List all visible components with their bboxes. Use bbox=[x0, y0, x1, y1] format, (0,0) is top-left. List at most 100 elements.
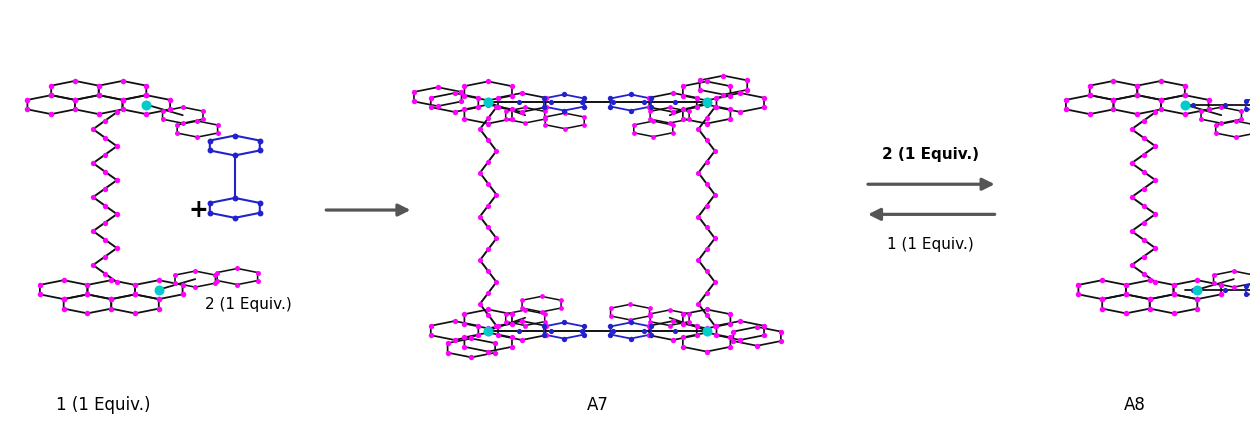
Point bbox=[1191, 108, 1211, 115]
Point bbox=[89, 92, 109, 99]
Point bbox=[478, 120, 498, 127]
Point bbox=[1231, 116, 1251, 123]
Point bbox=[188, 134, 208, 141]
Point bbox=[641, 310, 661, 317]
Point bbox=[697, 101, 717, 108]
Point bbox=[438, 340, 458, 347]
Point bbox=[1175, 82, 1195, 89]
Point bbox=[454, 334, 474, 341]
Point bbox=[639, 94, 659, 101]
Point bbox=[1116, 291, 1136, 298]
Point bbox=[1211, 103, 1231, 110]
Point bbox=[1146, 109, 1166, 116]
Point bbox=[125, 281, 145, 288]
Point bbox=[478, 97, 498, 104]
Point bbox=[113, 97, 133, 103]
Point bbox=[697, 348, 717, 355]
Point bbox=[478, 327, 498, 334]
Point bbox=[428, 84, 448, 90]
Point bbox=[713, 72, 733, 79]
Point bbox=[106, 109, 126, 116]
Point bbox=[1226, 134, 1246, 141]
Point bbox=[704, 278, 724, 285]
Point bbox=[136, 92, 156, 99]
Point bbox=[723, 328, 743, 335]
Point bbox=[697, 329, 717, 336]
Text: A8: A8 bbox=[1123, 396, 1146, 414]
Point bbox=[1146, 211, 1166, 218]
Point bbox=[30, 281, 50, 288]
Point bbox=[747, 323, 767, 330]
Point bbox=[721, 343, 741, 350]
Point bbox=[1198, 106, 1218, 113]
Point bbox=[89, 111, 109, 118]
Point bbox=[697, 327, 717, 334]
Point bbox=[1187, 286, 1207, 293]
Point bbox=[641, 108, 661, 115]
Point bbox=[1211, 281, 1231, 288]
Point bbox=[688, 213, 708, 220]
Point bbox=[1236, 290, 1251, 297]
Point bbox=[663, 129, 683, 136]
Point bbox=[1133, 236, 1153, 243]
Point bbox=[707, 94, 727, 101]
Point bbox=[509, 99, 529, 106]
Point bbox=[512, 317, 532, 324]
Point bbox=[83, 194, 103, 200]
Point bbox=[1133, 117, 1153, 124]
Point bbox=[495, 318, 515, 325]
Text: +: + bbox=[189, 198, 209, 222]
Point bbox=[673, 115, 693, 122]
Point bbox=[574, 323, 594, 330]
Point bbox=[54, 296, 74, 303]
Point bbox=[200, 200, 220, 207]
Point bbox=[697, 158, 717, 165]
Point bbox=[208, 269, 228, 276]
Point bbox=[160, 97, 180, 103]
Point bbox=[673, 83, 693, 90]
Point bbox=[165, 280, 185, 287]
Point bbox=[478, 180, 498, 187]
Point bbox=[478, 306, 498, 313]
Point bbox=[1092, 277, 1112, 284]
Point bbox=[89, 82, 109, 89]
Point bbox=[468, 104, 488, 111]
Point bbox=[1133, 219, 1153, 226]
Point bbox=[454, 106, 474, 113]
Point bbox=[624, 122, 644, 129]
Point bbox=[165, 271, 185, 278]
Point bbox=[502, 106, 522, 113]
Point bbox=[697, 268, 717, 275]
Point bbox=[149, 296, 169, 303]
Point bbox=[687, 322, 707, 329]
Point bbox=[54, 296, 74, 303]
Point bbox=[747, 343, 767, 349]
Point bbox=[1215, 286, 1235, 293]
Point bbox=[478, 99, 498, 106]
Point bbox=[136, 82, 156, 89]
Point bbox=[620, 319, 641, 326]
Point bbox=[687, 104, 707, 111]
Point bbox=[509, 327, 529, 334]
Point bbox=[89, 92, 109, 99]
Point bbox=[697, 97, 717, 104]
Point bbox=[574, 121, 594, 128]
Point bbox=[1127, 92, 1147, 99]
Point bbox=[478, 327, 498, 334]
Point bbox=[1122, 262, 1142, 268]
Point bbox=[1247, 101, 1251, 108]
Point bbox=[634, 327, 654, 334]
Point bbox=[95, 270, 115, 277]
Point bbox=[485, 349, 505, 356]
Point bbox=[641, 103, 661, 110]
Point bbox=[208, 122, 228, 129]
Point bbox=[515, 307, 535, 313]
Point bbox=[208, 129, 228, 136]
Point bbox=[250, 210, 270, 216]
Point bbox=[641, 323, 661, 330]
Point bbox=[168, 122, 188, 129]
Point bbox=[454, 311, 474, 318]
Point bbox=[697, 99, 717, 106]
Point bbox=[478, 158, 498, 165]
Point bbox=[1103, 97, 1123, 103]
